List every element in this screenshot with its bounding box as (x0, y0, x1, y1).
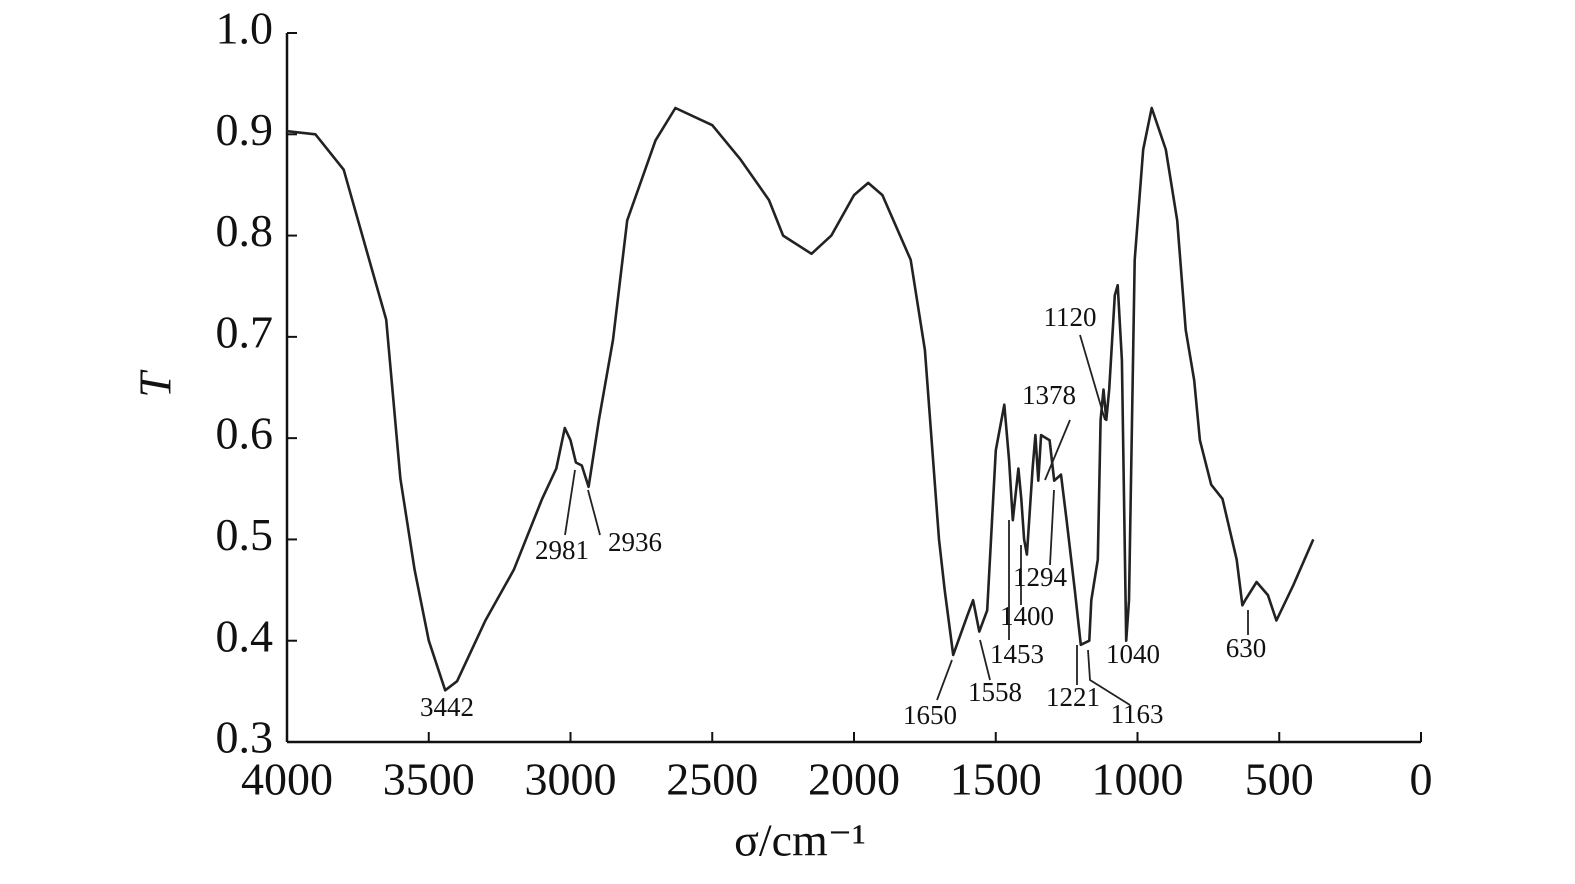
y-tick-label: 1.0 (216, 3, 274, 54)
peak-label: 1378 (1022, 380, 1076, 410)
x-tick-label: 2500 (666, 754, 758, 805)
leader-line (587, 489, 601, 536)
x-tick-label: 3000 (525, 754, 617, 805)
spectrum-line (286, 106, 1315, 692)
leader-line (564, 469, 576, 536)
peak-label: 1040 (1106, 639, 1160, 669)
x-tick-label: 4000 (241, 754, 333, 805)
y-tick-label: 0.7 (216, 306, 274, 357)
leader-line (979, 639, 991, 681)
x-tick-label: 0 (1410, 754, 1433, 805)
x-tick-label: 1000 (1092, 754, 1184, 805)
leader-line (1049, 489, 1055, 566)
leader-line (936, 659, 953, 701)
x-tick-label: 1500 (950, 754, 1042, 805)
y-tick-label: 0.6 (216, 408, 274, 459)
y-tick-label: 0.4 (216, 610, 274, 661)
peak-label: 2936 (608, 527, 662, 557)
x-axis-label: σ/cm⁻¹ (734, 815, 866, 866)
y-tick-label: 0.5 (216, 509, 274, 560)
x-tick-label: 3500 (383, 754, 475, 805)
y-tick-label: 0.9 (216, 104, 274, 155)
y-tick-label: 0.3 (216, 712, 274, 763)
peak-label: 1400 (1000, 601, 1054, 631)
peak-label: 1453 (990, 639, 1044, 669)
x-tick-label: 500 (1245, 754, 1314, 805)
peak-label: 1120 (1044, 302, 1097, 332)
peak-label: 1558 (968, 677, 1022, 707)
peak-label: 1163 (1111, 699, 1164, 729)
x-tick-label: 2000 (808, 754, 900, 805)
y-axis-label: T (130, 369, 181, 398)
peak-label: 1650 (903, 700, 957, 730)
peak-label: 630 (1226, 633, 1267, 663)
y-tick-label: 0.8 (216, 205, 274, 256)
peak-label: 1294 (1013, 562, 1068, 592)
leader-line (1079, 334, 1106, 421)
leader-line (1044, 419, 1071, 481)
leader-line (1087, 649, 1131, 706)
peak-label: 2981 (535, 535, 589, 565)
peak-label: 3442 (420, 692, 474, 722)
peak-label: 1221 (1046, 682, 1100, 712)
